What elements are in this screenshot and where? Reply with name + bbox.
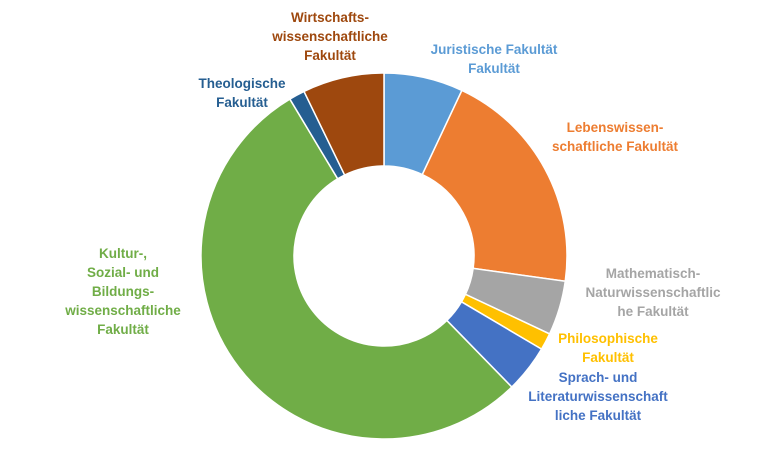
label-line: Sprach- und: [558, 370, 638, 385]
label-line: Fakultät: [216, 95, 268, 110]
label-line: Fakultät: [582, 350, 634, 365]
label-line: Kultur-,: [99, 246, 147, 261]
label-line: Lebenswissen-: [566, 120, 664, 135]
label-line: Philosophische: [558, 331, 658, 346]
slice-5: [200, 98, 513, 440]
label-juristische: Juristische Fakultät Fakultät: [418, 40, 570, 78]
label-lebenswissenschaftliche: Lebenswissen-schaftliche Fakultät: [540, 118, 690, 156]
label-line: Naturwissenschaftlic: [585, 285, 721, 300]
label-line: Sozial- und: [87, 265, 159, 280]
label-mathematisch-naturwissenschaftliche: Mathematisch- Naturwissenschaftlic he Faku…: [578, 264, 728, 321]
label-line: Mathematisch-: [605, 266, 701, 281]
label-line: he Fakultät: [617, 304, 689, 319]
label-kultur-sozial-bildungswissenschaftliche: Kultur-, Sozial- und Bildungs-wissenschaft…: [48, 244, 198, 339]
label-philosophische: Philosophische Fakultät: [548, 329, 668, 367]
label-line: Bildungs-: [91, 284, 155, 299]
label-line: Fakultät: [304, 48, 356, 63]
label-sprach-literaturwissenschaftliche: Sprach- und Literaturwissenschaft liche Fa…: [518, 368, 678, 425]
label-line: Literaturwissenschaft: [528, 389, 668, 404]
slice-1: [421, 89, 568, 283]
label-theologische: Theologische Fakultät: [186, 74, 298, 112]
label-line: wissenschaftliche: [65, 303, 181, 318]
label-line: Fakultät: [468, 61, 520, 76]
label-line: Wirtschafts-: [291, 10, 369, 25]
label-wirtschaftswissenschaftliche: Wirtschafts-wissenschaftliche Fakultät: [255, 8, 405, 65]
label-line: Theologische: [198, 76, 286, 91]
label-line: liche Fakultät: [554, 408, 642, 423]
label-line: schaftliche Fakultät: [551, 139, 679, 154]
slice-7: [303, 72, 385, 177]
label-line: wissenschaftliche: [272, 29, 388, 44]
label-line: Juristische Fakultät: [430, 42, 558, 57]
label-line: Fakultät: [97, 322, 149, 337]
